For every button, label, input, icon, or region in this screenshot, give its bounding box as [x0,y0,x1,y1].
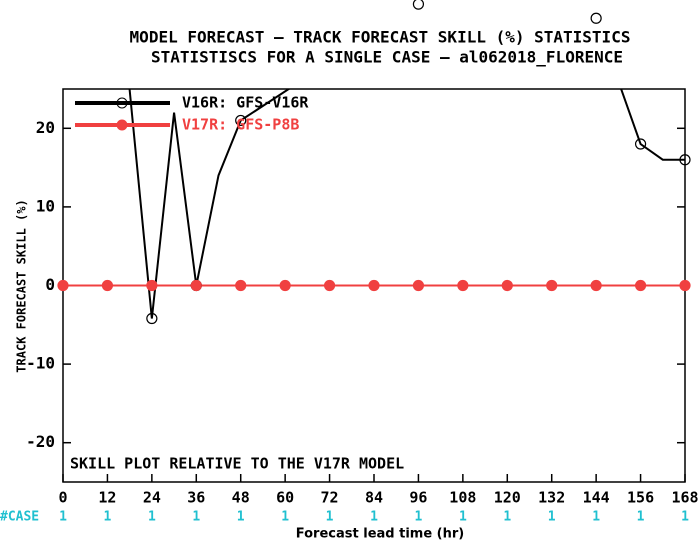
series-marker [590,279,602,292]
case-count: 1 [592,510,600,525]
series-marker [679,279,691,292]
case-count: 1 [415,510,423,525]
legend-label: V17R: GFS-P8B [182,116,299,134]
series-marker [501,279,513,292]
case-count: 1 [104,510,112,525]
x-tick-label: 24 [143,489,161,507]
x-tick-label: 120 [494,489,521,507]
x-tick-label: 108 [449,489,476,507]
x-tick-label: 132 [538,489,565,507]
series-marker [679,154,691,166]
series-marker [457,279,469,292]
series-marker [146,279,158,292]
x-tick-label: 60 [276,489,294,507]
case-count: 1 [370,510,378,525]
case-count: 1 [148,510,156,525]
x-tick-label: 168 [671,489,698,507]
x-tick-label: 156 [627,489,654,507]
series-marker [368,279,380,292]
x-tick-label: 96 [409,489,427,507]
series-marker [412,279,425,292]
x-tick-label: 12 [98,489,116,507]
case-label: #CASE [0,510,39,525]
series-marker [190,279,202,292]
series-marker [235,279,247,292]
series-marker [146,312,158,325]
series-marker [634,279,647,292]
case-count: 1 [637,510,645,525]
series-marker [235,114,247,127]
case-count: 1 [192,510,200,525]
case-count: 1 [237,510,245,525]
y-tick-label: -20 [26,432,55,451]
series-marker [101,279,114,292]
x-tick-label: 84 [365,489,383,507]
series-marker [590,12,602,24]
x-tick-label: 36 [187,489,205,507]
y-tick-label: 10 [36,196,55,215]
y-tick-label: 0 [45,275,55,294]
series-marker [57,279,69,292]
x-axis-label: Forecast lead time (hr) [296,527,464,542]
x-tick-label: 72 [321,489,339,507]
legend-marker [116,119,128,131]
annotation: SKILL PLOT RELATIVE TO THE V17R MODEL [70,455,404,473]
case-count: 1 [281,510,289,525]
case-count: 1 [548,510,556,525]
case-count: 1 [459,510,467,525]
x-tick-label: 144 [583,489,610,507]
y-tick-label: -10 [26,354,55,373]
chart-title: MODEL FORECAST – TRACK FORECAST SKILL (%… [130,28,631,47]
series-marker [546,279,558,292]
y-axis-label: TRACK FORECAST SKILL (%) [15,199,29,372]
chart-subtitle: STATISTISCS FOR A SINGLE CASE – al062018… [151,48,623,67]
x-tick-label: 0 [58,489,67,507]
series-line [128,89,685,319]
case-count: 1 [59,510,67,525]
series-marker [412,0,425,10]
x-tick-label: 48 [232,489,250,507]
series-marker [634,138,647,150]
legend-label: V16R: GFS-V16R [182,94,309,112]
legend-marker [116,97,128,109]
case-count: 1 [326,510,334,525]
case-count: 1 [503,510,511,525]
series-marker [323,279,336,292]
y-tick-label: 20 [36,118,55,137]
series-marker [279,279,291,292]
case-count: 1 [681,510,689,525]
